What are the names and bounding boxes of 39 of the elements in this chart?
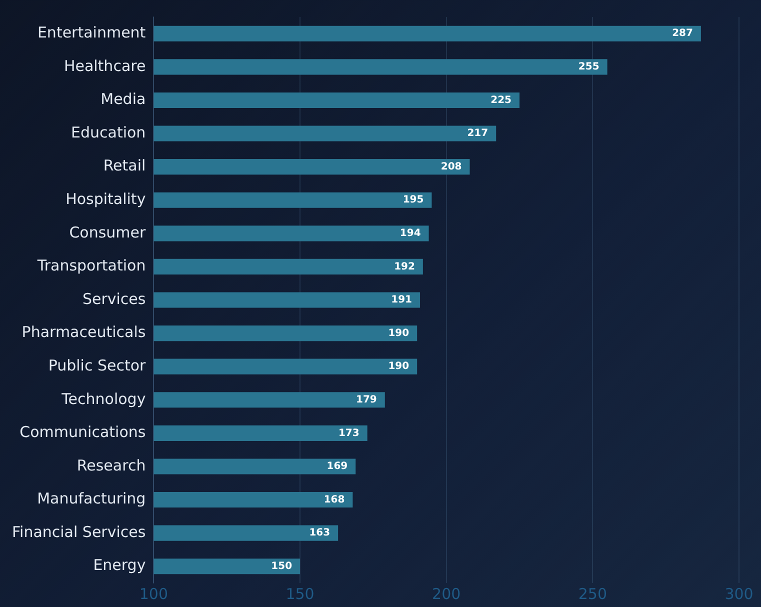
data-label: 190 — [388, 328, 410, 339]
y-tick-label: Transportation — [36, 256, 146, 275]
y-tick-label: Entertainment — [37, 24, 146, 42]
y-tick-label: Energy — [93, 556, 146, 574]
y-tick-label: Communications — [20, 423, 146, 442]
x-tick-label: 200 — [432, 584, 461, 603]
data-label: 208 — [440, 161, 462, 172]
x-tick-label: 150 — [286, 584, 314, 603]
data-label: 179 — [356, 394, 377, 406]
y-tick-label: Education — [71, 123, 146, 142]
data-label: 287 — [672, 28, 693, 40]
data-label: 191 — [391, 294, 412, 306]
y-tick-label: Retail — [103, 156, 146, 175]
data-label: 169 — [326, 461, 348, 472]
y-tick-label: Research — [76, 456, 146, 474]
data-label: 168 — [324, 494, 345, 506]
y-tick-label: Healthcare — [64, 56, 146, 75]
data-label: 255 — [578, 62, 600, 73]
y-tick-label: Public Sector — [48, 356, 147, 374]
y-tick-label: Technology — [60, 390, 146, 408]
data-label: 217 — [467, 128, 488, 140]
y-tick-label: Consumer — [69, 223, 147, 242]
data-label: 150 — [271, 560, 292, 572]
y-tick-label: Services — [82, 290, 146, 308]
data-label: 225 — [490, 94, 512, 106]
y-tick-label: Manufacturing — [37, 490, 146, 508]
data-label: 190 — [388, 361, 410, 372]
y-tick-label: Financial Services — [12, 522, 146, 541]
data-label: 173 — [338, 428, 360, 439]
y-tick-label: Media — [100, 90, 146, 108]
data-label: 194 — [400, 228, 421, 240]
x-tick-label: 250 — [578, 584, 607, 603]
x-tick-label: 300 — [724, 584, 754, 603]
data-label: 195 — [402, 194, 424, 206]
y-tick-label: Pharmaceuticals — [22, 323, 146, 342]
data-label: 163 — [309, 528, 330, 539]
y-tick-label: Hospitality — [66, 190, 146, 208]
data-label: 192 — [394, 261, 415, 272]
x-tick-label: 100 — [139, 584, 168, 603]
